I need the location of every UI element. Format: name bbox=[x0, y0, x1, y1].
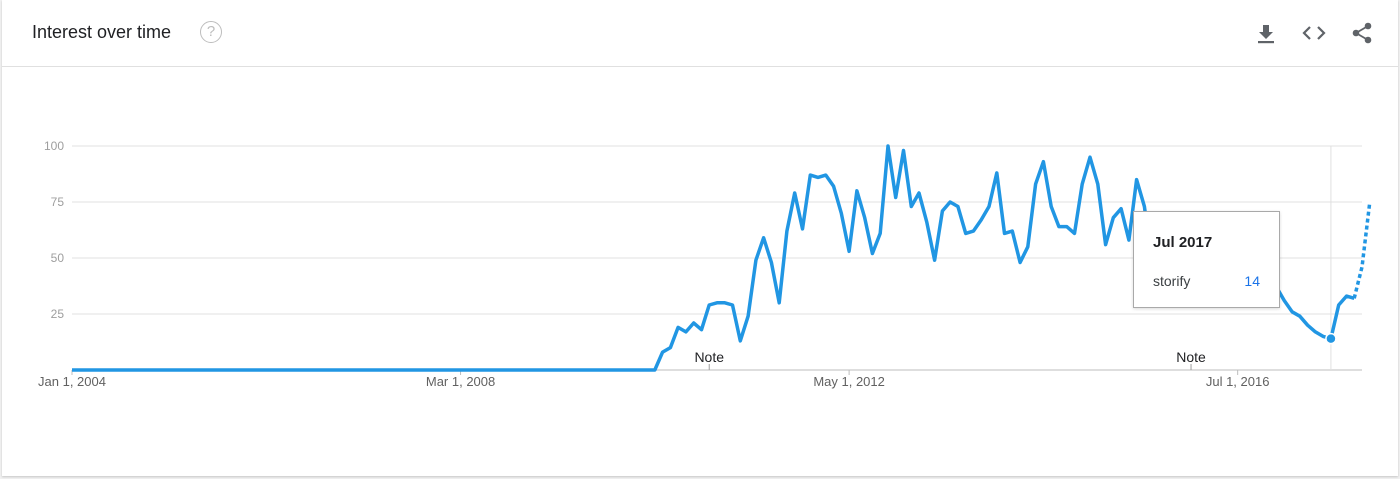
card-title: Interest over time bbox=[32, 22, 172, 42]
card-header: Interest over time ? bbox=[2, 0, 1398, 67]
tooltip-date: Jul 2017 bbox=[1153, 234, 1213, 251]
tooltip-value: 14 bbox=[1244, 273, 1260, 289]
y-tick-label: 75 bbox=[51, 195, 65, 209]
x-tick-label: Jul 1, 2016 bbox=[1206, 374, 1270, 389]
help-icon[interactable]: ? bbox=[200, 21, 222, 43]
download-icon[interactable] bbox=[1253, 20, 1279, 46]
y-tick-label: 25 bbox=[51, 307, 65, 321]
highlight-point bbox=[1325, 332, 1337, 345]
x-tick-label: May 1, 2012 bbox=[813, 374, 885, 389]
y-tick-label: 100 bbox=[44, 139, 64, 153]
series-line-partial bbox=[1352, 201, 1372, 299]
tooltip-series-name: storify bbox=[1153, 273, 1191, 289]
tooltip: Jul 2017 storify 14 bbox=[1133, 211, 1280, 308]
note-annotation: Note bbox=[694, 349, 724, 365]
share-icon[interactable] bbox=[1349, 20, 1375, 46]
note-annotation: Note bbox=[1176, 349, 1206, 365]
y-tick-label: 50 bbox=[51, 251, 65, 265]
x-tick-label: Jan 1, 2004 bbox=[38, 374, 106, 389]
embed-code-icon[interactable] bbox=[1301, 20, 1327, 46]
x-tick-label: Mar 1, 2008 bbox=[426, 374, 495, 389]
